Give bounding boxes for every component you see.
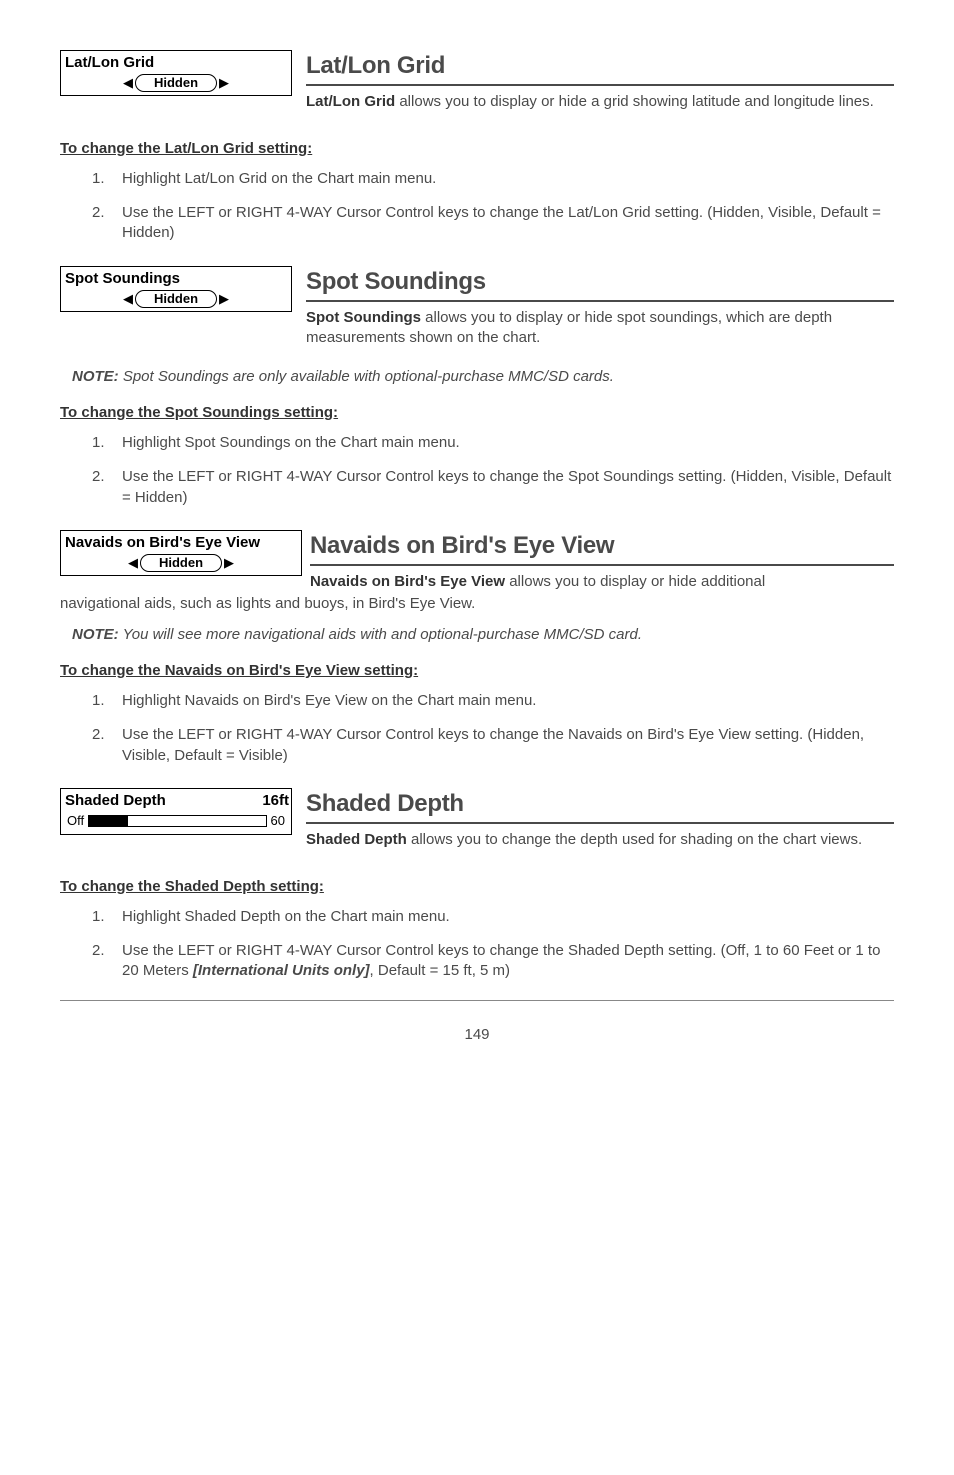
menu-value-row: ◀ Hidden ▶	[61, 553, 301, 575]
steps-list: 1.Highlight Spot Soundings on the Chart …	[92, 433, 894, 508]
left-arrow-icon: ◀	[123, 74, 133, 92]
menu-value-row: ◀ Hidden ▶	[61, 73, 291, 95]
menu-latlon-grid: Lat/Lon Grid ◀ Hidden ▶	[60, 50, 292, 96]
menu-label: Shaded Depth	[61, 789, 170, 811]
section-title: Navaids on Bird's Eye View	[310, 530, 894, 562]
slider-fill	[89, 816, 128, 826]
menu-navaids: Navaids on Bird's Eye View ◀ Hidden ▶	[60, 530, 302, 576]
intro-text: Navaids on Bird's Eye View allows you to…	[310, 572, 894, 592]
menu-value-right: 16ft	[262, 791, 291, 811]
right-arrow-icon: ▶	[219, 74, 229, 92]
section-title: Lat/Lon Grid	[306, 50, 894, 82]
slider-row: Off 60	[61, 811, 291, 834]
howto-heading: To change the Navaids on Bird's Eye View…	[60, 661, 894, 681]
menu-value: Hidden	[135, 290, 217, 308]
slider-min: Off	[67, 812, 84, 830]
menu-label: Lat/Lon Grid	[61, 51, 291, 73]
howto-heading: To change the Spot Soundings setting:	[60, 403, 894, 423]
menu-label: Spot Soundings	[61, 267, 291, 289]
step-item: 1.Highlight Navaids on Bird's Eye View o…	[92, 691, 894, 711]
howto-heading: To change the Lat/Lon Grid setting:	[60, 139, 894, 159]
intro-text: Spot Soundings allows you to display or …	[306, 308, 894, 349]
section-title: Spot Soundings	[306, 266, 894, 298]
slider-track	[88, 815, 266, 827]
step-item: 2.Use the LEFT or RIGHT 4-WAY Cursor Con…	[92, 203, 894, 244]
menu-value-row: ◀ Hidden ▶	[61, 289, 291, 311]
slider-max: 60	[271, 812, 285, 830]
note-text: NOTE: You will see more navigational aid…	[72, 625, 894, 645]
page-rule	[60, 1000, 894, 1001]
step-item: 1.Highlight Shaded Depth on the Chart ma…	[92, 907, 894, 927]
title-rule	[306, 300, 894, 302]
intro-text: Shaded Depth allows you to change the de…	[306, 830, 894, 850]
page-number: 149	[60, 1025, 894, 1045]
title-rule	[310, 564, 894, 566]
menu-value: Hidden	[140, 554, 222, 572]
note-text: NOTE: Spot Soundings are only available …	[72, 367, 894, 387]
left-arrow-icon: ◀	[123, 290, 133, 308]
intro-wrap: navigational aids, such as lights and bu…	[60, 594, 894, 614]
howto-heading: To change the Shaded Depth setting:	[60, 877, 894, 897]
intro-text: Lat/Lon Grid allows you to display or hi…	[306, 92, 894, 112]
title-rule	[306, 84, 894, 86]
step-item: 2.Use the LEFT or RIGHT 4-WAY Cursor Con…	[92, 941, 894, 982]
steps-list: 1.Highlight Lat/Lon Grid on the Chart ma…	[92, 169, 894, 244]
step-item: 2.Use the LEFT or RIGHT 4-WAY Cursor Con…	[92, 725, 894, 766]
title-rule	[306, 822, 894, 824]
section-title: Shaded Depth	[306, 788, 894, 820]
right-arrow-icon: ▶	[224, 554, 234, 572]
step-item: 1.Highlight Lat/Lon Grid on the Chart ma…	[92, 169, 894, 189]
menu-value: Hidden	[135, 74, 217, 92]
steps-list: 1.Highlight Navaids on Bird's Eye View o…	[92, 691, 894, 766]
step-item: 2.Use the LEFT or RIGHT 4-WAY Cursor Con…	[92, 467, 894, 508]
step-item: 1.Highlight Spot Soundings on the Chart …	[92, 433, 894, 453]
right-arrow-icon: ▶	[219, 290, 229, 308]
steps-list: 1.Highlight Shaded Depth on the Chart ma…	[92, 907, 894, 982]
menu-shaded-depth: Shaded Depth 16ft Off 60	[60, 788, 292, 835]
left-arrow-icon: ◀	[128, 554, 138, 572]
menu-spot-soundings: Spot Soundings ◀ Hidden ▶	[60, 266, 292, 312]
menu-label: Navaids on Bird's Eye View	[61, 531, 301, 553]
